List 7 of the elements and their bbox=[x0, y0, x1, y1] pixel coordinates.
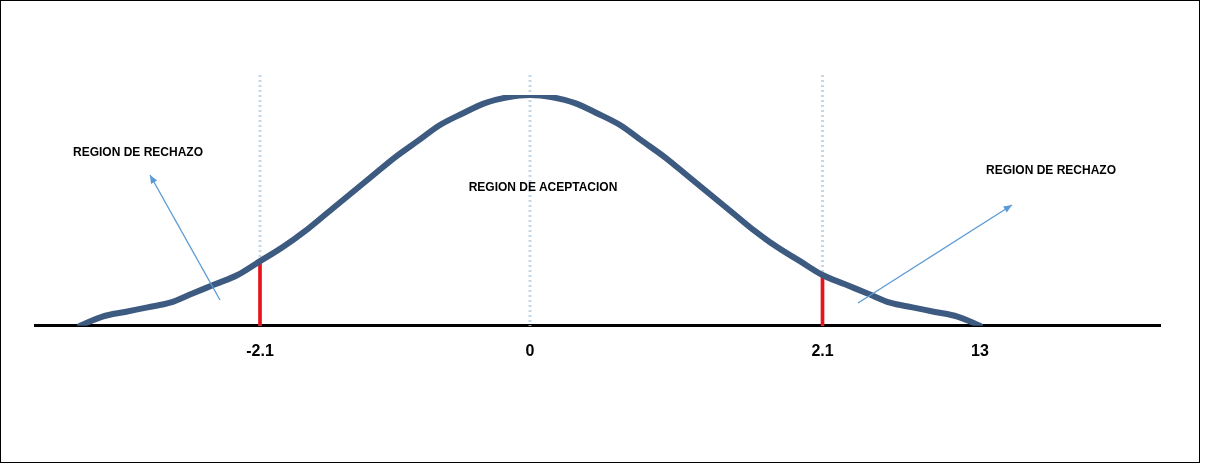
x-tick-label: 13 bbox=[971, 341, 989, 359]
annotation: REGION DE RECHAZO bbox=[985, 163, 1117, 177]
x-tick-label: 2.1 bbox=[811, 341, 834, 359]
x-tick-label: -2.1 bbox=[246, 341, 274, 359]
annotation: REGION DE ACEPTACION bbox=[468, 180, 618, 194]
x-tick-label: 0 bbox=[525, 341, 535, 359]
annotation: REGION DE RECHAZO bbox=[72, 145, 204, 159]
